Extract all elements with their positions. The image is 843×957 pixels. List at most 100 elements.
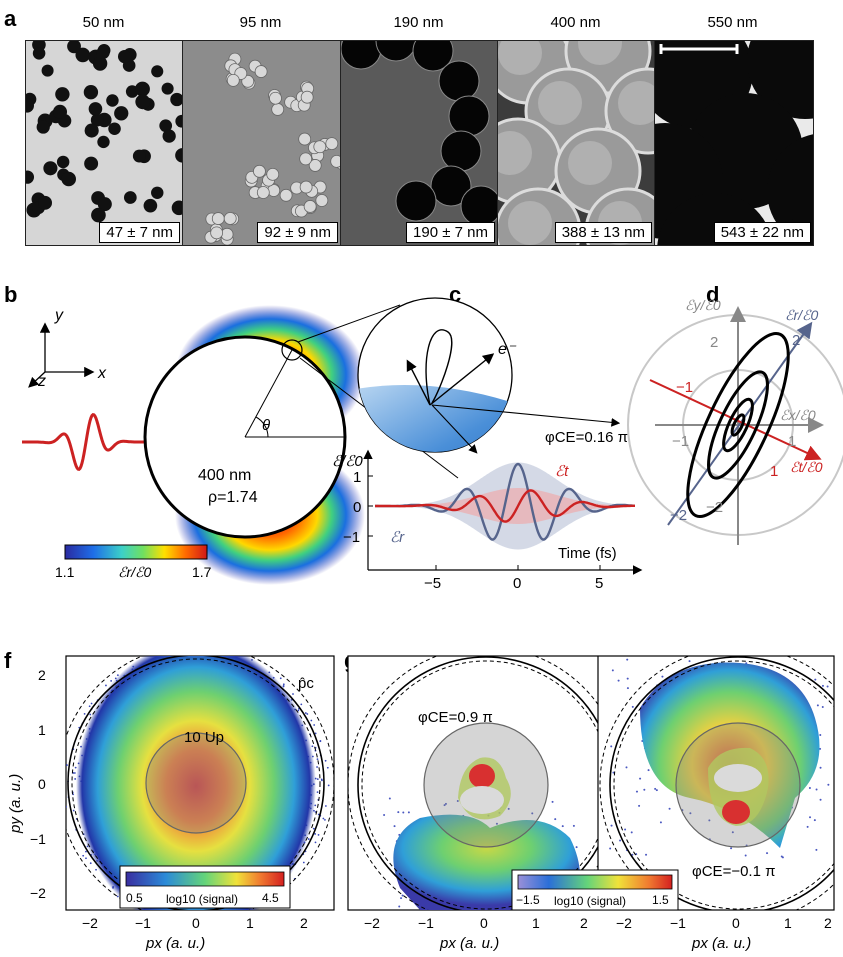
- tick-x-minus1: −1: [672, 433, 689, 450]
- micrograph-550nm: 543 ± 22 nm: [654, 40, 814, 246]
- colorbar-b-min: 1.1: [55, 564, 75, 580]
- g-right-xlabel: px (a. u.): [691, 935, 751, 952]
- tick-x-1: 1: [788, 433, 796, 450]
- axis-er-label: ℰr/ℰ0: [785, 307, 819, 323]
- polarization-plot: ℰy/ℰ0 ℰx/ℰ0 ℰr/ℰ0 ℰt/ℰ0 2 −2 −1 1 2 −2 −…: [627, 297, 843, 545]
- axis-ex-label: ℰx/ℰ0: [780, 407, 816, 423]
- e-xlabel: Time (fs): [558, 545, 617, 562]
- g-right-xtick-minus2: −2: [616, 915, 632, 931]
- theta-label: θ: [262, 417, 270, 434]
- f-up-label: 10 Up: [184, 729, 224, 746]
- g-right-phase: φCE=−0.1 π: [692, 863, 775, 880]
- f-xtick-1: 1: [246, 915, 254, 931]
- g-left-xlabel: px (a. u.): [439, 935, 499, 952]
- g-colorbar-label: log10 (signal): [554, 894, 626, 908]
- g-left-xtick-minus2: −2: [364, 915, 380, 931]
- f-ytick-minus2: −2: [30, 885, 46, 901]
- micrograph-400nm: 388 ± 13 nm: [497, 40, 655, 246]
- schematic-panel: y x z θ 400 nm ρ=1.74 e⁻: [22, 297, 843, 592]
- zoom-circle-c: e⁻: [357, 297, 517, 453]
- electron-label: e⁻: [498, 341, 517, 358]
- e-xtick-0: 0: [513, 575, 521, 592]
- g-left-phase: φCE=0.9 π: [418, 709, 493, 726]
- axis-ey-label: ℰy/ℰ0: [685, 297, 721, 313]
- tick-t-minus1: −1: [676, 379, 693, 396]
- panel-label-f: f: [4, 648, 12, 673]
- g-axis-ticks: −2 −1 0 1 2 −2 −1 0 1 2: [364, 915, 832, 931]
- micrograph-title-1: 50 nm: [82, 14, 125, 31]
- f-cutoff-label: p̂c: [298, 675, 314, 692]
- size-label-1: 47 ± 7 nm: [99, 222, 180, 243]
- panel-label-a: a: [4, 6, 17, 31]
- g-left-xtick-2: 2: [580, 915, 588, 931]
- colorbar-b-max: 1.7: [192, 564, 212, 580]
- e-series-r: ℰr: [390, 529, 405, 546]
- g-colorbar-max: 1.5: [652, 893, 669, 907]
- rho-label: ρ=1.74: [208, 489, 258, 506]
- momentum-map-f: 2 1 0 −1 −2 −2 −1 0 1 2 px (a. u.) py (a…: [7, 655, 335, 952]
- f-xtick-minus2: −2: [82, 915, 98, 931]
- panel-label-d: d: [706, 282, 720, 307]
- f-xlabel: px (a. u.): [145, 935, 205, 952]
- f-ylabel: py (a. u.): [7, 774, 24, 834]
- micrograph-50nm: 47 ± 7 nm: [25, 40, 183, 246]
- e-ytick-minus1: −1: [343, 529, 360, 546]
- momentum-map-g: φCE=0.9 π φCE=−0.1 π −2 −1 0 1 2 −2 −1 0…: [347, 655, 835, 952]
- g-colorbar: [517, 874, 673, 890]
- e-xtick-5: 5: [595, 575, 603, 592]
- e-xtick-minus5: −5: [424, 575, 441, 592]
- laser-pulse: [22, 412, 150, 472]
- f-colorbar-label: log10 (signal): [166, 892, 238, 906]
- e-ytick-1: 1: [353, 469, 361, 486]
- g-left-xtick-0: 0: [480, 915, 488, 931]
- f-ytick-1: 1: [38, 722, 46, 738]
- micrograph-190nm: 190 ± 7 nm: [340, 40, 498, 246]
- g-colorbar-min: −1.5: [516, 893, 540, 907]
- f-colorbar-max: 4.5: [262, 891, 279, 905]
- f-colorbar: [125, 871, 285, 887]
- e-series-t: ℰt: [555, 463, 569, 480]
- axis-y-label: y: [54, 307, 64, 324]
- micrograph-title-5: 550 nm: [707, 14, 758, 31]
- panel-label-b: b: [4, 282, 18, 307]
- micrograph-95nm: 92 ± 9 nm: [182, 40, 341, 246]
- g-right-xtick-1: 1: [784, 915, 792, 931]
- axis-et-label: ℰt/ℰ0: [790, 459, 823, 475]
- tick-y-minus2: −2: [706, 499, 723, 516]
- f-ytick-0: 0: [38, 776, 46, 792]
- micrograph-title-3: 190 nm: [393, 14, 444, 31]
- f-colorbar-min: 0.5: [126, 891, 143, 905]
- e-ylabel: ℰ/ℰ0: [332, 453, 363, 470]
- colorbar-b: [64, 544, 208, 560]
- f-ytick-minus1: −1: [30, 831, 46, 847]
- e-ytick-0: 0: [353, 499, 361, 516]
- size-label-3: 190 ± 7 nm: [406, 222, 495, 243]
- tick-r-minus2: −2: [670, 507, 687, 524]
- g-right-xtick-2: 2: [824, 915, 832, 931]
- f-axis-ticks: 2 1 0 −1 −2 −2 −1 0 1 2: [30, 667, 308, 931]
- coordinate-axes: y x z: [28, 307, 107, 390]
- f-xtick-0: 0: [192, 915, 200, 931]
- g-left-xtick-1: 1: [532, 915, 540, 931]
- g-left-xtick-minus1: −1: [418, 915, 434, 931]
- phase-label-d: φCE=0.16 π: [545, 429, 628, 446]
- colorbar-b-label: ℰr/ℰ0: [118, 564, 152, 580]
- axis-x-label: x: [97, 365, 107, 382]
- size-label-5: 543 ± 22 nm: [713, 222, 811, 243]
- tick-r-2: 2: [792, 332, 800, 349]
- g-right-xtick-minus1: −1: [670, 915, 686, 931]
- micrograph-title-4: 400 nm: [550, 14, 601, 31]
- field-time-plot: 1 0 −1 −5 0 5 ℰ/ℰ0 Time (fs) ℰt ℰr: [332, 449, 643, 592]
- f-ytick-2: 2: [38, 667, 46, 683]
- zoom-region: [281, 339, 303, 361]
- f-xtick-minus1: −1: [135, 915, 151, 931]
- tick-y-2: 2: [710, 334, 718, 351]
- size-label-2: 92 ± 9 nm: [257, 222, 338, 243]
- g-right-xtick-0: 0: [732, 915, 740, 931]
- micrograph-title-2: 95 nm: [239, 14, 282, 31]
- size-label-4: 388 ± 13 nm: [554, 222, 652, 243]
- f-xtick-2: 2: [300, 915, 308, 931]
- tick-t-1: 1: [770, 463, 778, 480]
- axis-z-label: z: [37, 373, 46, 390]
- diameter-label: 400 nm: [198, 467, 251, 484]
